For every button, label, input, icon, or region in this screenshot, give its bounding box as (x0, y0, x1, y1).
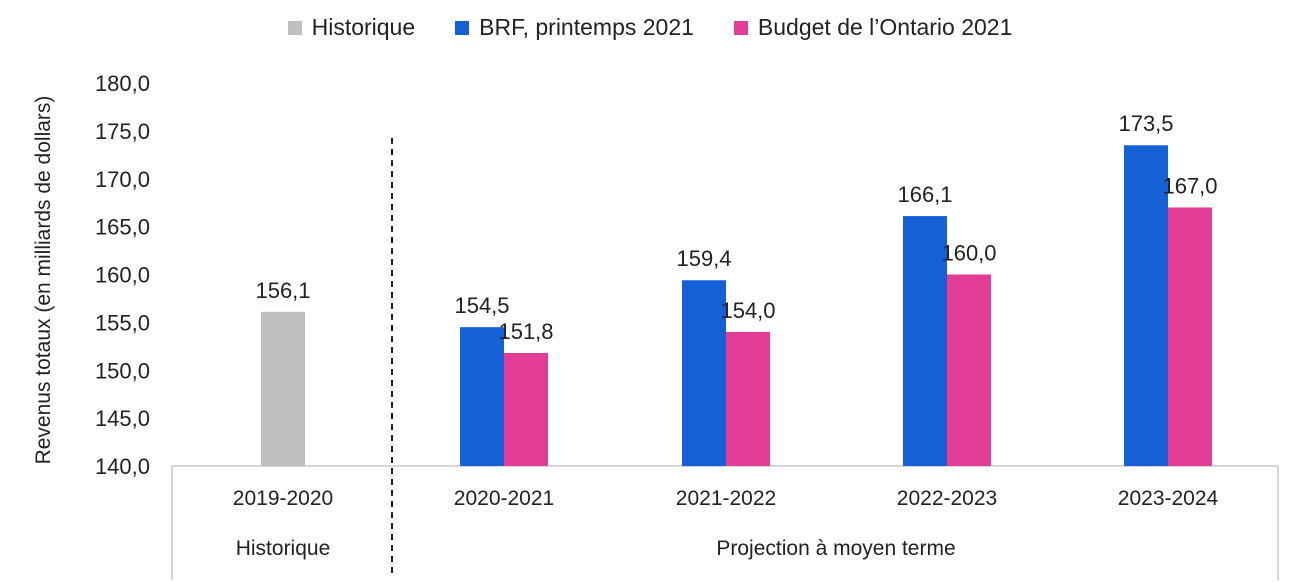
data-label: 154,0 (720, 298, 775, 323)
data-label: 159,4 (676, 246, 731, 271)
data-label: 154,5 (454, 293, 509, 318)
bar (726, 331, 770, 466)
legend-item-brf: BRF, printemps 2021 (455, 14, 694, 41)
bar (1124, 145, 1168, 467)
x-tick-label: 2021-2022 (676, 487, 776, 510)
legend-item-budget: Budget de l’Ontario 2021 (733, 14, 1013, 41)
legend-label-brf: BRF, printemps 2021 (479, 14, 694, 40)
data-label: 167,0 (1162, 173, 1217, 198)
y-tick-label: 155,0 (95, 310, 150, 335)
y-tick-label: 160,0 (95, 263, 150, 288)
y-tick-label: 150,0 (95, 358, 150, 383)
y-tick-label: 180,0 (95, 71, 150, 96)
bar (903, 216, 947, 466)
bar (261, 311, 305, 466)
legend-label-historique: Historique (311, 14, 416, 40)
group-label: Projection à moyen terme (716, 537, 955, 560)
legend-swatch-budget (733, 20, 748, 35)
x-tick-label: 2020-2021 (454, 487, 554, 510)
x-tick-label: 2019-2020 (233, 487, 333, 510)
y-tick-label: 175,0 (95, 119, 150, 144)
data-label: 173,5 (1118, 111, 1173, 136)
legend-label-budget: Budget de l’Ontario 2021 (757, 14, 1013, 40)
group-label: Historique (236, 537, 331, 560)
legend-item-historique: Historique (287, 14, 416, 41)
x-tick-label: 2023-2024 (1118, 487, 1219, 510)
bar (947, 274, 991, 466)
y-tick-label: 145,0 (95, 406, 150, 431)
bar (682, 280, 726, 466)
data-label: 166,1 (897, 182, 952, 207)
bar (504, 353, 548, 466)
legend: Historique BRF, printemps 2021 Budget de… (0, 14, 1300, 41)
y-tick-label: 165,0 (95, 215, 150, 240)
y-tick-label: 170,0 (95, 167, 150, 192)
bar (460, 327, 504, 466)
y-tick-label: 140,0 (95, 454, 150, 479)
data-label: 151,8 (498, 319, 553, 344)
bar (1168, 207, 1212, 466)
data-label: 156,1 (255, 278, 310, 303)
legend-swatch-brf (455, 20, 470, 35)
data-label: 160,0 (941, 241, 996, 266)
legend-swatch-historique (287, 20, 302, 35)
x-tick-label: 2022-2023 (897, 487, 997, 510)
